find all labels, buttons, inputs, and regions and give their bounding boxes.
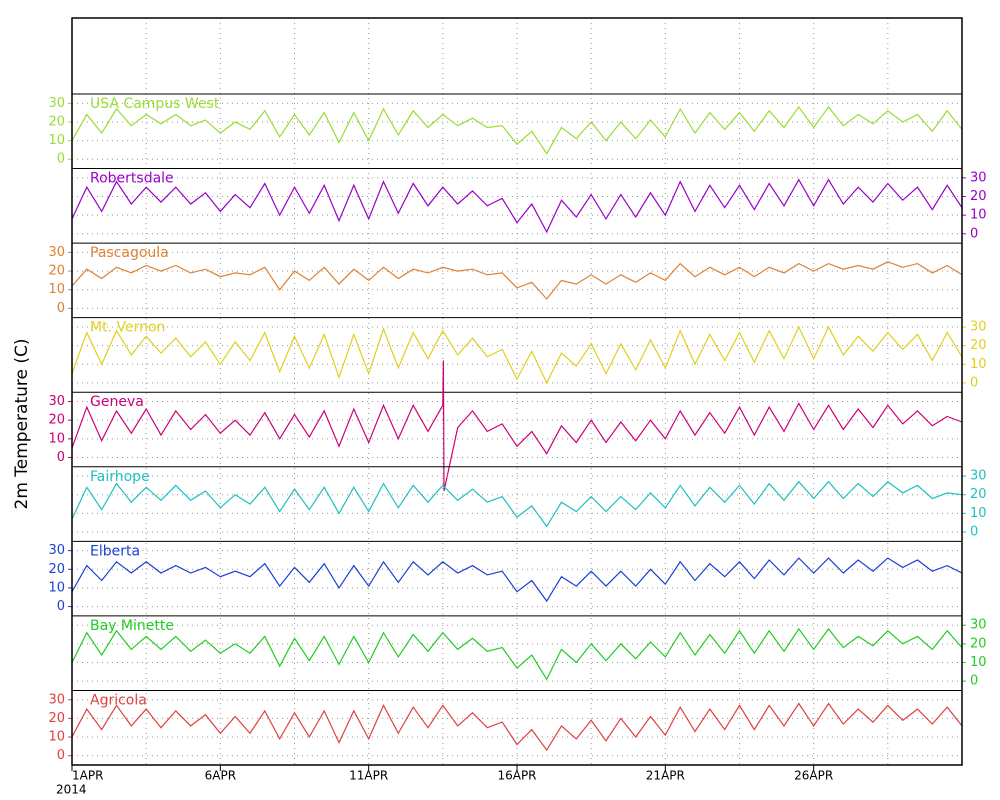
y-tick-label: 30 — [970, 469, 987, 484]
series-line — [71, 325, 963, 385]
series-name: USA Campus West — [90, 96, 220, 112]
y-tick-label: 30 — [48, 394, 65, 409]
y-tick-label: 10 — [970, 506, 987, 521]
y-tick-label: 10 — [970, 655, 987, 670]
series-line — [71, 360, 963, 492]
y-tick-label: 10 — [48, 580, 65, 595]
x-tick-label: 1APR — [72, 769, 103, 783]
series-line — [71, 480, 963, 528]
y-axis-label: 2m Temperature (C) — [12, 338, 32, 509]
series-line — [71, 178, 963, 234]
y-tick-label: 20 — [48, 114, 65, 129]
x-tick-label: 6APR — [205, 769, 236, 783]
y-tick-label: 0 — [57, 152, 65, 167]
series-name: Geneva — [90, 394, 144, 410]
y-tick-label: 20 — [48, 264, 65, 279]
y-tick-label: 30 — [48, 245, 65, 260]
x-sublabel: 2014 — [56, 783, 87, 797]
y-tick-label: 20 — [970, 636, 987, 651]
y-tick-label: 30 — [48, 543, 65, 558]
y-tick-label: 10 — [48, 431, 65, 446]
y-tick-label: 20 — [970, 338, 987, 353]
series-line — [71, 557, 963, 603]
y-tick-label: 30 — [970, 319, 987, 334]
series-name: Elberta — [90, 543, 140, 559]
y-tick-label: 10 — [48, 730, 65, 745]
y-tick-label: 0 — [970, 375, 978, 390]
y-tick-label: 0 — [970, 226, 978, 241]
series-line — [71, 702, 963, 752]
y-tick-label: 0 — [970, 525, 978, 540]
x-tick-label: 21APR — [646, 769, 685, 783]
y-tick-label: 20 — [48, 562, 65, 577]
series-name: Agricola — [90, 692, 147, 708]
y-tick-label: 0 — [970, 674, 978, 689]
y-tick-label: 10 — [970, 357, 987, 372]
y-tick-label: 30 — [48, 692, 65, 707]
series-name: Fairhope — [90, 469, 150, 485]
x-tick-label: 16APR — [497, 769, 536, 783]
y-tick-label: 10 — [48, 282, 65, 297]
y-tick-label: 0 — [57, 599, 65, 614]
y-tick-label: 10 — [970, 208, 987, 223]
y-tick-label: 20 — [48, 711, 65, 726]
y-tick-label: 10 — [48, 133, 65, 148]
y-tick-label: 20 — [48, 413, 65, 428]
series-name: Mt. Vernon — [90, 320, 165, 336]
y-tick-label: 30 — [48, 96, 65, 111]
y-tick-label: 30 — [970, 170, 987, 185]
series-name: Robertsdale — [90, 171, 174, 187]
y-tick-label: 0 — [57, 450, 65, 465]
plot-frame — [71, 17, 963, 766]
y-tick-label: 20 — [970, 189, 987, 204]
series-name: Bay Minette — [90, 618, 174, 634]
series-line — [71, 627, 963, 681]
series-name: Pascagoula — [90, 245, 169, 261]
x-tick-label: 26APR — [794, 769, 833, 783]
y-tick-label: 0 — [57, 748, 65, 763]
y-tick-label: 30 — [970, 618, 987, 633]
y-tick-label: 20 — [970, 487, 987, 502]
y-tick-label: 0 — [57, 301, 65, 316]
series-line — [71, 105, 963, 155]
series-line — [71, 261, 963, 300]
x-tick-label: 11APR — [349, 769, 388, 783]
